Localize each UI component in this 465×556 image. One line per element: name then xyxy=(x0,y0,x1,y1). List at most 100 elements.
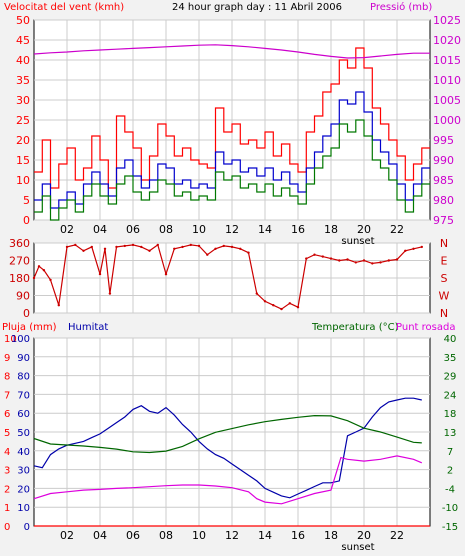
bottom-x-tick-label: 02 xyxy=(60,529,74,542)
direction-point xyxy=(313,253,316,256)
pressure-axis-label: Pressió (mb) xyxy=(370,2,433,13)
temperature-tick-label: 18 xyxy=(444,409,457,420)
direction-point xyxy=(197,244,201,248)
direction-point xyxy=(263,300,267,303)
bottom-x-tick-label: 04 xyxy=(93,529,107,542)
humidity-tick-label: 60 xyxy=(17,409,30,420)
temperature-tick-label: -4 xyxy=(445,484,455,495)
direction-point xyxy=(321,255,324,258)
direction-point xyxy=(379,261,382,264)
direction-point xyxy=(404,249,407,252)
wind-x-tick-label: 08 xyxy=(159,223,173,236)
direction-point xyxy=(156,243,159,247)
direction-point xyxy=(206,253,209,256)
wind-tick-label: 20 xyxy=(16,134,30,147)
direction-point xyxy=(65,245,69,249)
direction-point xyxy=(247,251,250,254)
wind-axis-label: Velocitat del vent (kmh) xyxy=(4,2,125,13)
temperature-tick-label: 24 xyxy=(444,390,457,401)
direction-point xyxy=(420,245,423,249)
rain-tick-label: 9 xyxy=(4,353,10,364)
rain-tick-label: 1 xyxy=(4,503,10,514)
temperature-tick-label: 29 xyxy=(444,372,457,383)
rain-tick-label: 7 xyxy=(4,390,10,401)
direction-point xyxy=(57,304,60,307)
wind-x-tick-label: 10 xyxy=(192,223,206,236)
pressure-tick-label: 1010 xyxy=(433,74,461,87)
direction-point xyxy=(42,269,46,272)
bottom-x-tick-label: 12 xyxy=(225,529,239,542)
bottom-x-tick-label: 20 xyxy=(357,529,371,542)
direction-point xyxy=(37,265,41,268)
pressure-series-line xyxy=(33,44,430,59)
pressure-tick-label: 980 xyxy=(433,194,454,207)
humidity-tick-label: 30 xyxy=(17,466,30,477)
direction-point xyxy=(395,258,399,261)
pressure-tick-label: 990 xyxy=(433,154,454,167)
direction-point xyxy=(49,278,52,282)
direction-point xyxy=(32,276,36,280)
rain-tick-label: 6 xyxy=(4,409,10,420)
temperature-tick-label: -10 xyxy=(442,503,458,514)
rain-tick-label: 10 xyxy=(4,334,17,345)
humidity-tick-label: 90 xyxy=(17,353,30,364)
wind-series-line xyxy=(34,119,430,221)
direction-point xyxy=(255,292,258,295)
wind-x-tick-label: 14 xyxy=(258,223,272,236)
temperature-series-line xyxy=(33,414,422,454)
direction-compass-label: W xyxy=(439,290,450,303)
wind-x-tick-label: 12 xyxy=(225,223,239,236)
direction-tick-label: 0 xyxy=(23,307,30,320)
bottom-x-tick-label: 18 xyxy=(324,529,338,542)
direction-tick-label: 180 xyxy=(9,272,30,285)
temperature-tick-label: 2 xyxy=(447,466,453,477)
direction-point xyxy=(173,247,176,250)
wind-series-line xyxy=(34,91,430,209)
wind-tick-label: 30 xyxy=(16,94,30,107)
humidity-tick-label: 10 xyxy=(17,503,30,514)
direction-point xyxy=(329,257,333,260)
temperature-tick-label: 40 xyxy=(444,334,457,345)
direction-point xyxy=(115,245,118,249)
bottom-x-tick-label: 22 xyxy=(390,529,404,542)
direction-point xyxy=(98,272,102,276)
wind-tick-label: 15 xyxy=(16,154,30,167)
humidity-legend-label: Humitat xyxy=(68,322,109,333)
direction-point xyxy=(296,306,300,309)
wind-x-tick-label: 06 xyxy=(126,223,140,236)
direction-point xyxy=(239,247,242,250)
pressure-tick-label: 1020 xyxy=(433,34,461,47)
direction-compass-label: N xyxy=(440,237,448,250)
temperature-tick-label: 35 xyxy=(444,353,457,364)
direction-tick-label: 270 xyxy=(9,255,30,268)
wind-tick-label: 50 xyxy=(16,14,30,27)
direction-point xyxy=(371,262,374,265)
wind-x-tick-label: 18 xyxy=(324,223,338,236)
pressure-tick-label: 1000 xyxy=(433,114,461,127)
direction-point xyxy=(338,259,341,262)
direction-point xyxy=(387,259,390,262)
direction-point xyxy=(123,244,127,248)
direction-point xyxy=(90,245,94,249)
humidity-tick-label: 20 xyxy=(17,484,30,495)
dewpoint-series-line xyxy=(33,455,423,505)
humidity-tick-label: 70 xyxy=(17,390,30,401)
direction-point xyxy=(272,304,275,307)
direction-point xyxy=(230,245,234,249)
humidity-tick-label: 0 xyxy=(24,522,30,533)
temperature-tick-label: 13 xyxy=(444,428,457,439)
direction-point xyxy=(82,249,85,252)
direction-compass-label: S xyxy=(441,272,448,285)
direction-compass-label: N xyxy=(440,307,448,320)
bottom-x-tick-label: 10 xyxy=(192,529,206,542)
humidity-series-line xyxy=(33,397,422,499)
direction-point xyxy=(222,244,225,248)
wind-sunset-label: sunset xyxy=(341,236,374,247)
wind-tick-label: 45 xyxy=(16,34,30,47)
direction-point xyxy=(131,243,135,247)
direction-point xyxy=(108,292,112,295)
direction-compass-label: E xyxy=(441,255,448,268)
humidity-tick-label: 50 xyxy=(17,428,30,439)
wind-series-line xyxy=(34,47,430,189)
